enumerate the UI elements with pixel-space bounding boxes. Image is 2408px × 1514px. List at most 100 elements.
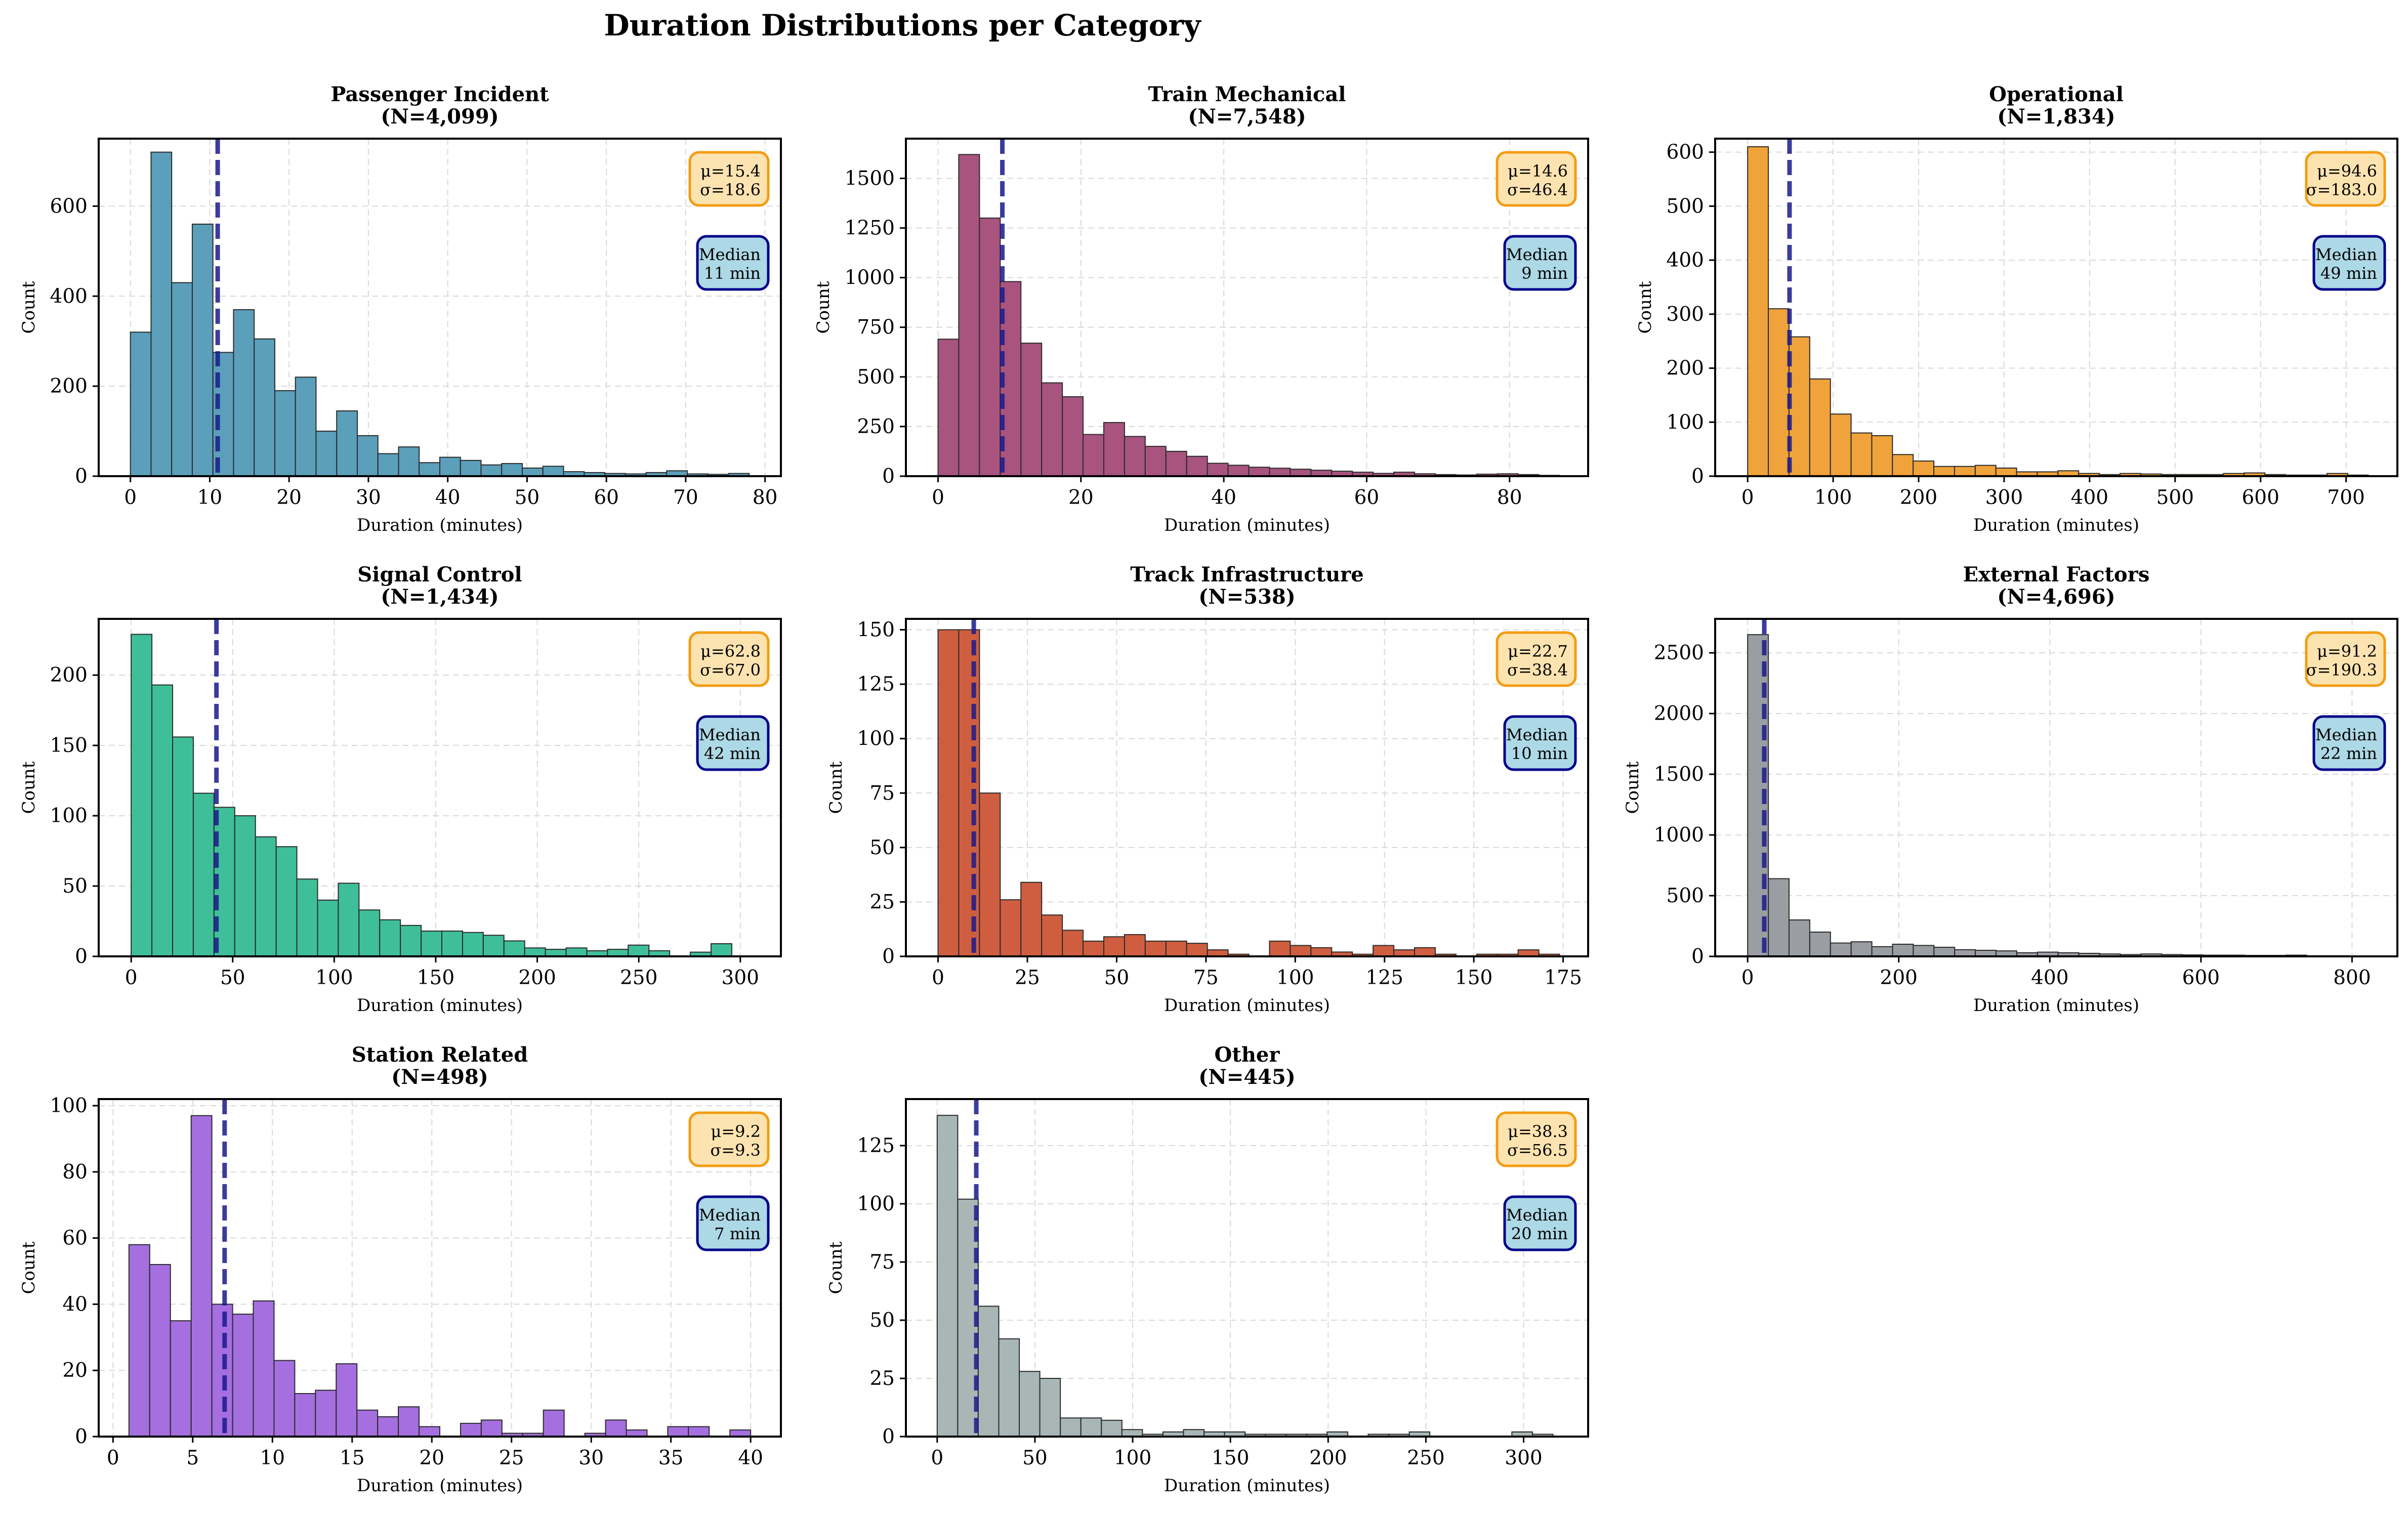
y-axis-label: Count — [19, 761, 39, 814]
x-tick-label: 80 — [1497, 486, 1522, 509]
x-axis-label: Duration (minutes) — [357, 995, 523, 1016]
histogram-bar — [1124, 436, 1146, 476]
y-tick-label: 500 — [1667, 885, 1704, 907]
panel-count: (N=7,548) — [1188, 105, 1306, 129]
y-tick-label: 60 — [62, 1227, 88, 1250]
stats-box: μ=91.2σ=190.3 — [2305, 631, 2386, 687]
histogram-bar — [626, 1429, 648, 1437]
median-box-frame — [1503, 1195, 1577, 1251]
stats-mean: μ=62.8 — [700, 642, 761, 661]
histogram-bar — [1039, 1378, 1061, 1437]
y-tick-label: 80 — [62, 1161, 88, 1184]
plot-frame — [1714, 138, 2398, 477]
histogram-bar — [1101, 1419, 1123, 1437]
histogram-bar — [524, 947, 546, 956]
stats-mean: μ=9.2 — [711, 1122, 761, 1141]
y-tick-label: 0 — [1691, 945, 1704, 968]
y-tick-label: 125 — [857, 673, 895, 696]
x-tick-label: 30 — [578, 1447, 604, 1469]
histogram-bar — [419, 1426, 441, 1437]
histogram-bar — [667, 1426, 689, 1437]
histogram-bar — [192, 792, 215, 956]
histogram-bar — [1809, 932, 1831, 956]
x-tick-label: 0 — [125, 966, 138, 989]
histogram-panel: 0 20 40 60 80 0 250 500 750 1000 1250 1500 Duration … — [813, 82, 1589, 535]
histogram-bar — [191, 223, 214, 476]
histogram-bar — [294, 1393, 316, 1437]
histogram-bar — [275, 846, 298, 956]
histogram-bar — [1892, 944, 1914, 956]
y-axis-label: Count — [19, 1241, 39, 1294]
stats-mean: μ=38.3 — [1508, 1122, 1568, 1141]
histogram-bar — [1310, 947, 1333, 956]
x-tick-label: 500 — [2156, 486, 2194, 509]
x-tick-label: 25 — [1015, 966, 1040, 989]
histogram-bar — [233, 309, 255, 476]
y-tick-label: 20 — [62, 1359, 88, 1382]
histogram-bar — [315, 431, 338, 476]
x-axis-label: Duration (minutes) — [1164, 515, 1330, 535]
histogram-bar — [1019, 1371, 1041, 1437]
histogram-bar — [255, 836, 277, 956]
median-value: 11 min — [704, 264, 761, 283]
x-tick-label: 600 — [2241, 486, 2279, 509]
histogram-bar — [522, 467, 544, 476]
histogram-bar — [1326, 1431, 1348, 1437]
histogram-bar — [543, 1409, 565, 1437]
x-tick-label: 60 — [594, 486, 619, 509]
stats-std: σ=67.0 — [700, 660, 761, 680]
y-tick-label: 50 — [869, 836, 895, 859]
stats-std: σ=56.5 — [1507, 1141, 1568, 1160]
median-box-frame — [2312, 235, 2386, 291]
histogram-bar — [501, 463, 523, 476]
x-tick-label: 150 — [1455, 966, 1492, 989]
median-value: 49 min — [2320, 264, 2377, 283]
x-tick-label: 600 — [2182, 966, 2220, 989]
y-tick-label: 100 — [50, 1095, 88, 1117]
median-box-frame — [696, 715, 770, 771]
stats-box: μ=38.3σ=56.5 — [1496, 1111, 1577, 1167]
histogram-bar — [1850, 432, 1873, 476]
stats-box: μ=94.6σ=183.0 — [2305, 151, 2386, 207]
stats-mean: μ=15.4 — [700, 161, 761, 181]
x-tick-label: 0 — [931, 1447, 943, 1469]
y-tick-label: 50 — [869, 1309, 895, 1332]
panel-title: Track Infrastructure — [1130, 563, 1363, 586]
stats-box-frame — [1496, 1111, 1577, 1167]
histogram-bar — [377, 1416, 399, 1437]
plot-frame — [905, 618, 1589, 957]
x-tick-label: 200 — [1900, 486, 1937, 509]
stats-box-frame — [688, 1111, 770, 1167]
histogram-bar — [1809, 378, 1831, 476]
histogram-bar — [379, 919, 401, 956]
histogram-bar — [170, 1320, 192, 1437]
y-tick-label: 200 — [50, 375, 88, 398]
x-tick-label: 20 — [1068, 486, 1094, 509]
histogram-bar — [398, 1406, 420, 1437]
median-value: 7 min — [714, 1224, 761, 1243]
histogram-bar — [1269, 940, 1291, 956]
x-tick-label: 50 — [1104, 966, 1130, 989]
histogram-bar — [130, 331, 152, 476]
histogram-bar — [1269, 468, 1291, 476]
histogram-bar — [421, 930, 443, 956]
y-tick-label: 500 — [857, 366, 895, 389]
histogram-bar — [1768, 308, 1790, 476]
bars — [128, 1115, 752, 1437]
stats-box-frame — [1496, 151, 1577, 207]
panel-count: (N=538) — [1198, 585, 1295, 609]
y-tick-label: 0 — [1691, 465, 1704, 488]
median-value: 22 min — [2320, 744, 2377, 763]
median-value: 9 min — [1521, 264, 1568, 283]
histogram-bar — [1434, 953, 1457, 956]
histogram-bar — [356, 1409, 379, 1437]
histogram-bar — [1517, 949, 1540, 956]
median-value: 20 min — [1511, 1224, 1568, 1243]
panel-title: External Factors — [1963, 563, 2150, 586]
histogram-bar — [211, 1303, 233, 1437]
x-tick-label: 125 — [1365, 966, 1403, 989]
histogram-bar — [358, 909, 381, 956]
